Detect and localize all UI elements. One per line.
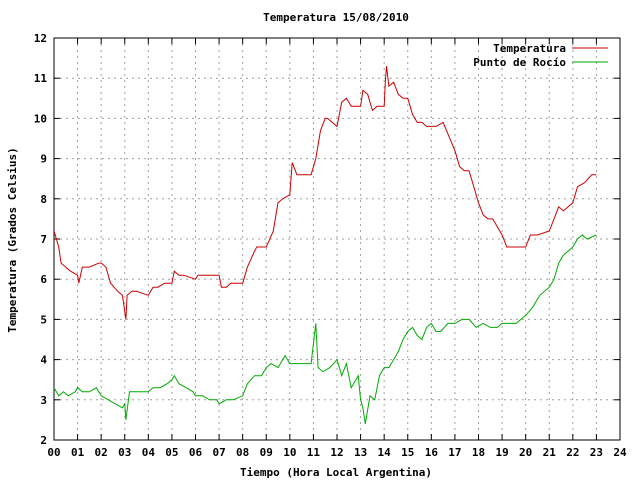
x-tick-label: 10 (283, 446, 296, 459)
y-tick-label: 3 (40, 394, 47, 407)
x-tick-label: 06 (189, 446, 203, 459)
x-tick-label: 04 (142, 446, 156, 459)
y-tick-label: 5 (40, 313, 47, 326)
chart-title: Temperatura 15/08/2010 (263, 11, 409, 24)
x-tick-label: 07 (212, 446, 225, 459)
legend-label-temperatura: Temperatura (493, 42, 566, 55)
y-tick-label: 12 (34, 32, 47, 45)
x-tick-label: 00 (47, 446, 60, 459)
y-tick-label: 9 (40, 153, 47, 166)
x-tick-label: 02 (95, 446, 108, 459)
x-tick-label: 20 (519, 446, 532, 459)
y-axis-label: Temperatura (Grados Celsius) (6, 147, 19, 332)
series-line-temperatura (53, 66, 597, 320)
x-tick-label: 13 (354, 446, 367, 459)
y-tick-label: 7 (40, 233, 47, 246)
x-tick-label: 17 (448, 446, 461, 459)
x-tick-label: 16 (425, 446, 439, 459)
x-tick-label: 24 (613, 446, 627, 459)
y-tick-label: 2 (40, 434, 47, 447)
x-axis-label: Tiempo (Hora Local Argentina) (240, 466, 432, 479)
x-tick-label: 08 (236, 446, 249, 459)
x-tick-label: 12 (330, 446, 343, 459)
x-tick-label: 01 (71, 446, 85, 459)
y-tick-label: 10 (34, 112, 47, 125)
x-tick-label: 23 (590, 446, 603, 459)
series-line-punto-de-rocio (53, 234, 597, 424)
x-tick-label: 09 (260, 446, 273, 459)
x-tick-label: 15 (401, 446, 414, 459)
x-tick-label: 21 (543, 446, 557, 459)
grid (54, 38, 620, 440)
x-tick-label: 03 (118, 446, 131, 459)
x-tick-label: 19 (495, 446, 508, 459)
y-tick-label: 6 (40, 273, 47, 286)
y-tick-label: 8 (40, 193, 47, 206)
x-axis-ticks: 00 01 02 03 04 05 06 07 08 09 10 11 12 13 14 15 16 17 18 19… (47, 38, 627, 459)
y-tick-label: 4 (40, 354, 47, 367)
x-tick-label: 14 (378, 446, 392, 459)
y-tick-label: 11 (34, 72, 48, 85)
legend: Temperatura Punto de Rocío (473, 42, 608, 69)
x-tick-label: 22 (566, 446, 579, 459)
x-tick-label: 11 (307, 446, 321, 459)
y-axis-ticks: 2 3 4 5 6 7 8 9 10 11 12 (34, 32, 620, 447)
legend-label-punto-de-rocio: Punto de Rocío (473, 56, 566, 69)
series-lines (53, 66, 597, 424)
x-tick-label: 05 (165, 446, 178, 459)
x-tick-label: 18 (472, 446, 485, 459)
